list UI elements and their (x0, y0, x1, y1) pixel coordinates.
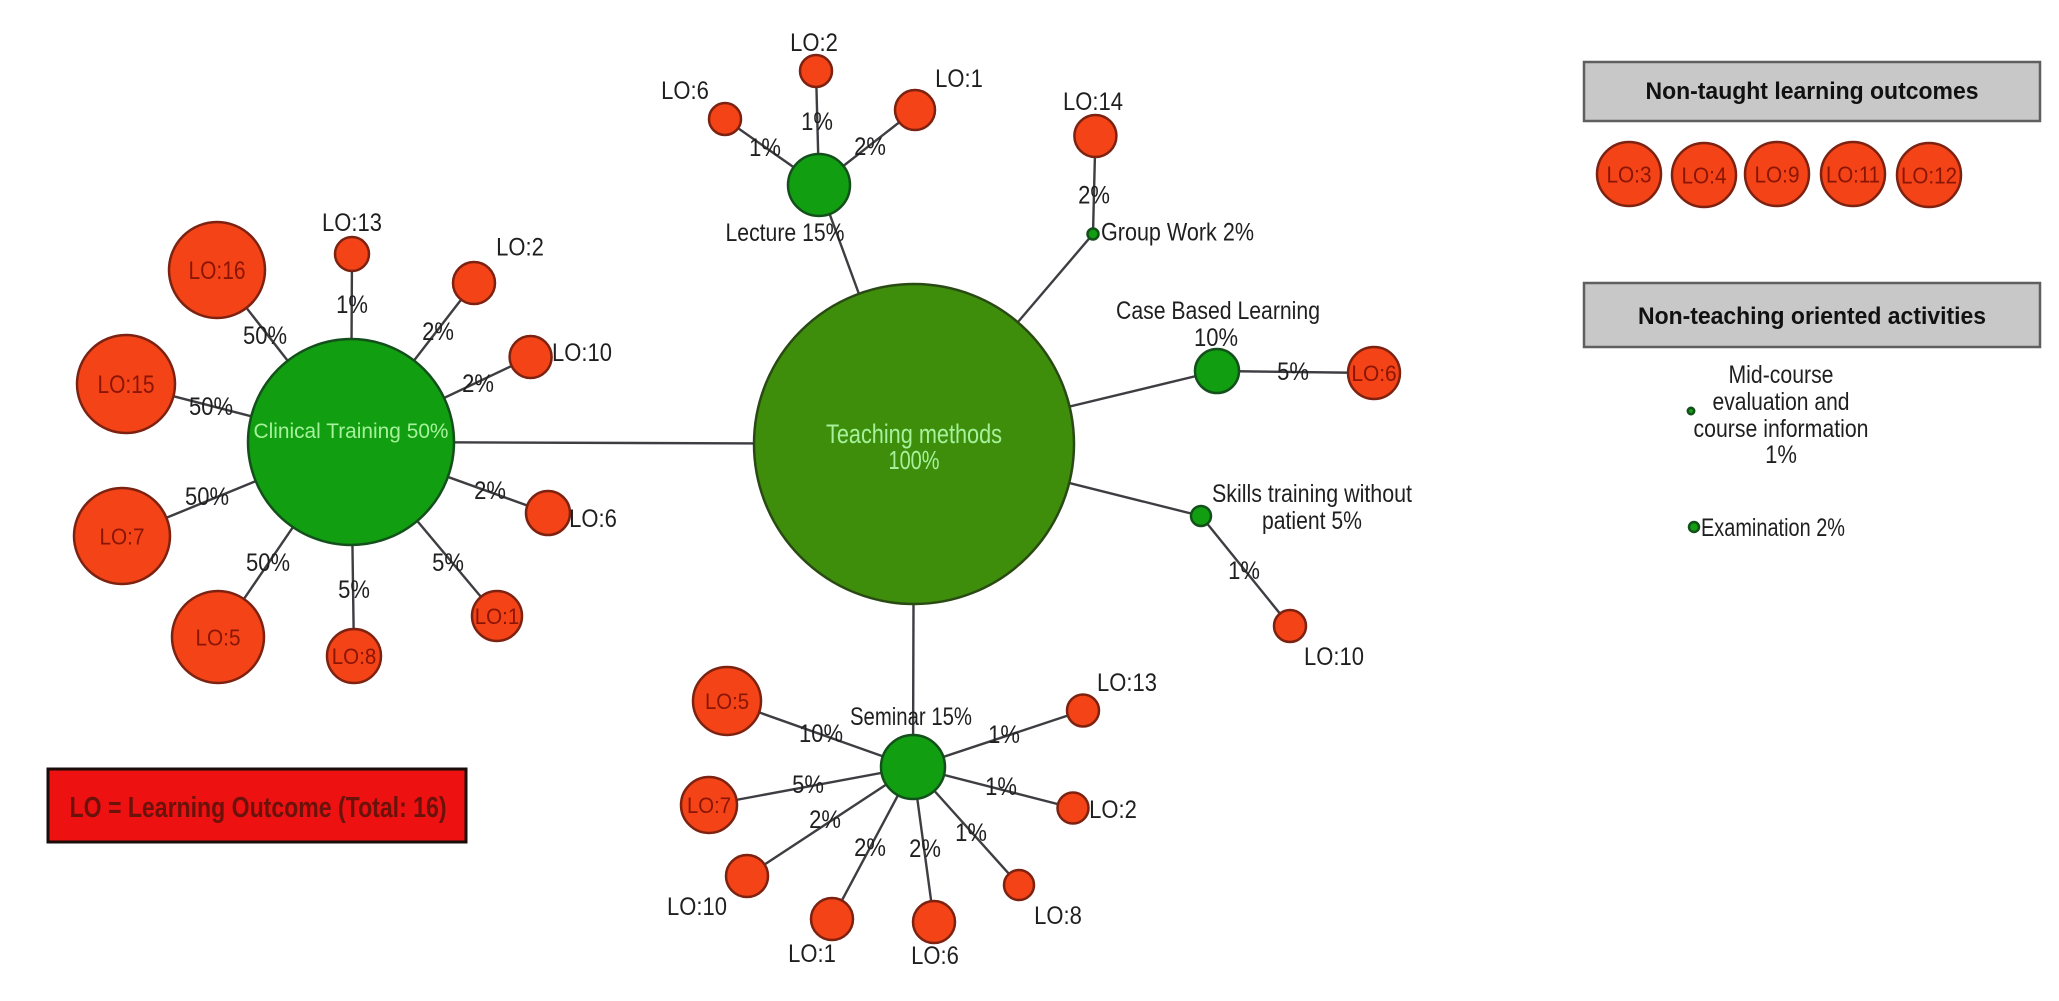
svg-text:2%: 2% (909, 835, 941, 863)
svg-text:2%: 2% (809, 806, 841, 834)
svg-text:50%: 50% (189, 393, 233, 421)
svg-text:Non-taught learning outcomes: Non-taught learning outcomes (1646, 78, 1979, 105)
svg-text:Non-teaching oriented activiti: Non-teaching oriented activities (1638, 303, 1986, 330)
svg-text:LO:1: LO:1 (935, 65, 983, 93)
svg-text:LO:7: LO:7 (687, 793, 731, 818)
svg-text:50%: 50% (243, 322, 287, 350)
svg-text:LO:6: LO:6 (569, 505, 617, 533)
svg-text:LO:6: LO:6 (661, 77, 709, 105)
svg-text:LO:5: LO:5 (196, 624, 241, 650)
svg-text:LO:13: LO:13 (322, 209, 382, 237)
svg-text:LO:6: LO:6 (911, 942, 959, 970)
svg-text:2%: 2% (854, 133, 886, 161)
svg-text:LO:4: LO:4 (1682, 162, 1727, 188)
svg-text:LO:1: LO:1 (788, 940, 836, 968)
svg-text:LO:15: LO:15 (98, 371, 155, 399)
svg-text:5%: 5% (1277, 358, 1309, 386)
svg-text:5%: 5% (338, 576, 370, 604)
svg-text:patient 5%: patient 5% (1262, 507, 1362, 535)
svg-text:2%: 2% (462, 370, 494, 398)
svg-text:Clinical Training 50%: Clinical Training 50% (254, 419, 449, 443)
svg-text:100%: 100% (889, 447, 940, 475)
svg-text:LO:2: LO:2 (790, 29, 838, 57)
svg-text:evaluation and: evaluation and (1713, 388, 1850, 416)
svg-text:5%: 5% (432, 549, 464, 577)
svg-text:1%: 1% (988, 721, 1020, 749)
svg-text:LO:5: LO:5 (705, 689, 749, 714)
svg-text:LO = Learning Outcome (Total:: LO = Learning Outcome (Total: 16) (70, 792, 447, 824)
svg-text:LO:10: LO:10 (1304, 643, 1364, 671)
svg-text:1%: 1% (955, 819, 987, 847)
svg-text:LO:13: LO:13 (1097, 669, 1157, 697)
svg-text:LO:1: LO:1 (475, 604, 520, 629)
svg-text:2%: 2% (854, 834, 886, 862)
svg-text:1%: 1% (1228, 557, 1260, 585)
svg-text:LO:8: LO:8 (1034, 902, 1082, 930)
svg-text:Lecture 15%: Lecture 15% (726, 219, 845, 247)
svg-text:1%: 1% (749, 134, 781, 162)
svg-text:10%: 10% (1194, 324, 1238, 352)
svg-text:2%: 2% (1078, 182, 1110, 210)
svg-text:LO:10: LO:10 (667, 893, 727, 921)
svg-text:LO:8: LO:8 (332, 644, 377, 669)
svg-text:1%: 1% (985, 773, 1017, 801)
svg-text:1%: 1% (1765, 441, 1797, 469)
svg-text:LO:3: LO:3 (1607, 161, 1652, 187)
svg-text:5%: 5% (792, 771, 824, 799)
svg-text:LO:14: LO:14 (1063, 88, 1123, 116)
svg-text:Group Work 2%: Group Work 2% (1101, 219, 1254, 247)
svg-text:Examination 2%: Examination 2% (1701, 514, 1845, 542)
svg-text:LO:10: LO:10 (552, 339, 612, 367)
svg-text:LO:7: LO:7 (100, 523, 145, 549)
svg-text:LO:9: LO:9 (1755, 161, 1800, 187)
svg-text:Case Based Learning: Case Based Learning (1116, 297, 1320, 325)
svg-text:1%: 1% (336, 291, 368, 319)
svg-text:LO:2: LO:2 (496, 234, 544, 262)
svg-text:LO:2: LO:2 (1089, 796, 1137, 824)
svg-text:10%: 10% (799, 720, 843, 748)
svg-text:1%: 1% (801, 108, 833, 136)
svg-text:2%: 2% (422, 318, 454, 346)
svg-text:LO:6: LO:6 (1351, 361, 1396, 386)
svg-text:Skills training without: Skills training without (1212, 480, 1412, 508)
svg-text:50%: 50% (246, 549, 290, 577)
svg-text:50%: 50% (185, 483, 229, 511)
svg-text:Teaching methods: Teaching methods (826, 419, 1002, 449)
svg-text:LO:12: LO:12 (1901, 162, 1957, 188)
svg-text:LO:11: LO:11 (1826, 161, 1880, 187)
svg-text:Mid-course: Mid-course (1729, 361, 1834, 389)
svg-text:2%: 2% (474, 477, 506, 505)
svg-text:Seminar 15%: Seminar 15% (850, 703, 972, 731)
svg-text:LO:16: LO:16 (189, 257, 246, 285)
svg-text:course information: course information (1694, 415, 1869, 443)
